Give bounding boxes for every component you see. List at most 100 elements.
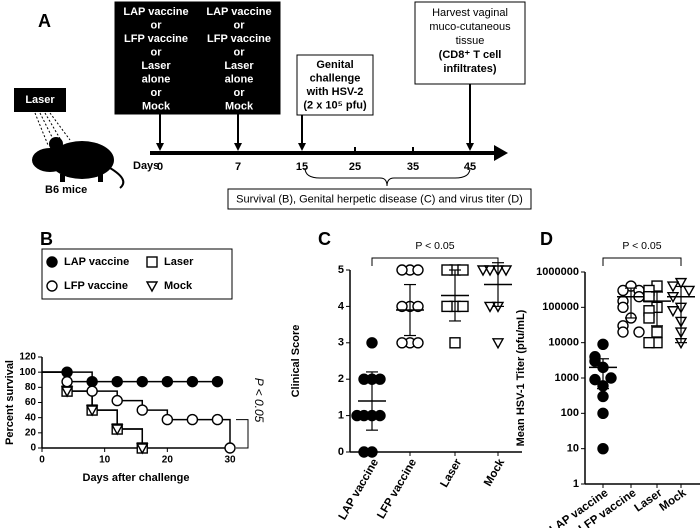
x-tick-label: 20 — [162, 455, 174, 466]
summary: Survival (B), Genital herpetic disease (… — [236, 193, 523, 205]
day-label: 15 — [296, 161, 308, 173]
marker — [161, 375, 174, 388]
marker — [589, 351, 601, 363]
day-label: 7 — [235, 161, 241, 173]
box-line: or — [151, 19, 163, 31]
error-bar — [625, 287, 637, 319]
panel-label: D — [540, 229, 553, 249]
box-line: LAP vaccine — [206, 6, 271, 18]
marker — [46, 256, 58, 268]
x-tick-label: 30 — [224, 455, 236, 466]
error-bar — [449, 269, 461, 322]
y-tick-label: 10000 — [548, 337, 579, 349]
box-line: alone — [142, 73, 171, 85]
box-arrowhead — [298, 143, 306, 151]
box-line: or — [234, 46, 246, 58]
box-line: or — [234, 19, 246, 31]
error-bar — [675, 285, 687, 344]
marker — [457, 300, 469, 313]
day-label: 0 — [157, 161, 163, 173]
box-line: Harvest vaginal — [432, 7, 508, 19]
error-bar — [366, 371, 378, 431]
box-line: LAP vaccine — [123, 6, 188, 18]
protocol-box — [114, 1, 198, 115]
x-axis-label: Days after challenge — [83, 472, 190, 484]
brace — [304, 167, 471, 187]
y-tick-label: 0 — [338, 446, 344, 458]
y-tick-label: 3 — [338, 337, 344, 349]
marker — [643, 336, 655, 349]
box-line: alone — [225, 73, 254, 85]
survival-step — [117, 428, 144, 448]
y-axis-label: Mean HSV-1 Titer (pfu/mL) — [515, 309, 527, 446]
laser-box — [14, 88, 66, 112]
marker — [111, 424, 124, 436]
y-tick-label: 120 — [19, 352, 36, 363]
annotation: P < 0.05 — [622, 240, 661, 252]
marker — [589, 373, 601, 386]
marker — [396, 300, 408, 313]
marker — [674, 277, 688, 290]
mouse — [32, 137, 125, 189]
protocol-box — [414, 1, 526, 85]
marker — [643, 290, 655, 303]
marker — [499, 265, 513, 277]
mouse-label: B6 mice — [45, 184, 87, 196]
x-tick-label: 10 — [99, 455, 111, 466]
timeline-arrowhead — [494, 145, 508, 161]
legend-label: LFP vaccine — [64, 280, 128, 292]
box-line: muco-cutaneous — [429, 21, 511, 33]
marker — [597, 390, 609, 403]
marker — [161, 413, 174, 426]
x-tick-label: Mock — [482, 457, 507, 489]
box-line: Mock — [225, 100, 254, 112]
y-axis-label: Clinical Score — [290, 325, 302, 398]
laser-beam — [34, 112, 71, 146]
box-line: Mock — [142, 100, 171, 112]
significance-bracket — [371, 257, 499, 266]
panel-label: B — [40, 229, 53, 249]
significance-bracket — [602, 257, 682, 266]
marker — [449, 337, 461, 349]
y-tick-label: 4 — [338, 300, 345, 312]
day-label: 25 — [349, 161, 361, 173]
marker — [617, 326, 629, 338]
marker — [682, 285, 696, 297]
marker — [186, 375, 199, 388]
y-tick-label: 10 — [567, 443, 579, 455]
error-bar — [404, 283, 416, 337]
box-line: or — [151, 46, 163, 58]
marker — [617, 284, 629, 297]
marker — [85, 405, 99, 417]
marker — [358, 446, 370, 458]
marker — [374, 409, 386, 422]
marker — [111, 394, 123, 407]
marker — [211, 413, 224, 426]
error-bar — [597, 358, 609, 390]
marker — [476, 265, 490, 277]
x-tick-label: Laser — [632, 487, 664, 515]
legend-label: Laser — [164, 256, 194, 268]
panel-label: C — [318, 229, 331, 249]
marker — [483, 265, 497, 277]
box-arrowhead — [234, 143, 242, 151]
day-label: 35 — [407, 161, 419, 173]
y-tick-label: 20 — [25, 427, 37, 438]
marker — [617, 301, 629, 314]
x-tick-label: LAP vaccine — [337, 457, 381, 522]
day-label: 45 — [464, 161, 476, 173]
error-bar — [651, 291, 663, 327]
box-line: (CD8⁺ T cell — [439, 49, 502, 61]
marker — [61, 366, 73, 378]
marker — [597, 442, 609, 455]
y-tick-label: 100 — [19, 367, 36, 378]
y-tick-label: 1 — [573, 478, 579, 490]
y-tick-label: 40 — [25, 412, 37, 423]
marker — [633, 326, 645, 338]
marker — [60, 386, 74, 398]
marker — [146, 256, 158, 268]
marker — [86, 385, 98, 397]
protocol-box — [296, 54, 374, 116]
marker — [651, 326, 663, 338]
